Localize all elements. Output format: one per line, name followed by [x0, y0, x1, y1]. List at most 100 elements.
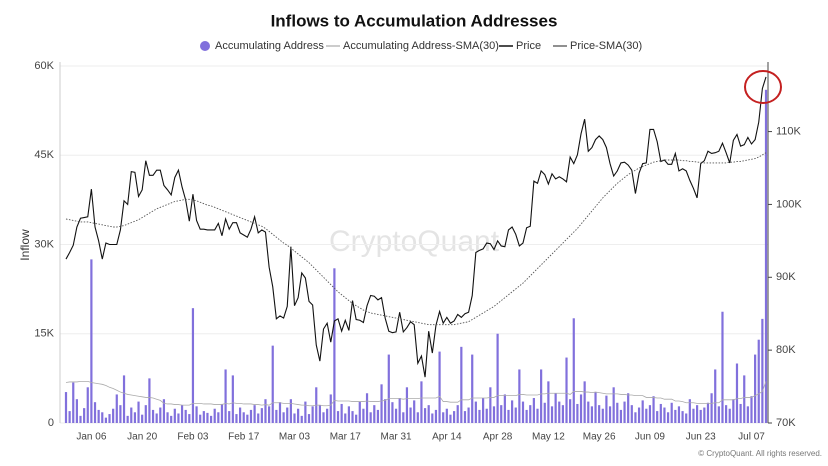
x-tick-label: Jul 07 [738, 432, 765, 443]
bar [623, 401, 626, 423]
bar [108, 414, 111, 423]
bar [112, 408, 115, 423]
bar [561, 405, 564, 423]
bar [648, 405, 652, 423]
bar [199, 414, 202, 423]
y2-tick-label: 90K [776, 271, 796, 283]
bar [242, 412, 245, 423]
y2-tick-label: 80K [776, 344, 796, 356]
legend-label: Accumulating Address-SMA(30) [343, 40, 499, 52]
bar [496, 333, 499, 423]
bar [547, 381, 550, 423]
bar [452, 411, 456, 423]
bar [405, 387, 409, 423]
bar [402, 412, 405, 423]
x-tick-label: Feb 03 [177, 432, 209, 443]
legend-label: Price [516, 40, 541, 52]
legend: Accumulating Address Accumulating Address… [200, 40, 642, 52]
bar [358, 401, 361, 423]
bar [721, 311, 724, 423]
bar [438, 351, 441, 423]
bar [293, 413, 296, 423]
grid: 0 15K 30K 45K 60K 70K 80K 90K 100K 110K Jan 06 Jan … [34, 60, 802, 443]
bar [83, 408, 86, 423]
bar [238, 407, 242, 423]
bar [521, 401, 525, 423]
bar [275, 409, 278, 423]
bar [434, 409, 438, 423]
bar [420, 381, 423, 423]
bar [202, 411, 205, 423]
bar [612, 387, 615, 423]
bar [746, 406, 749, 423]
bar [750, 396, 753, 423]
bar [151, 409, 155, 423]
bar [376, 409, 380, 423]
bar [695, 405, 699, 423]
bar [652, 396, 655, 423]
bar [757, 339, 760, 423]
bar [72, 382, 75, 423]
x-tick-label: May 12 [532, 432, 565, 443]
bar [474, 401, 477, 423]
bar [195, 406, 198, 423]
bar [717, 406, 720, 423]
bar [579, 394, 583, 423]
bar [558, 401, 561, 423]
bar [706, 402, 710, 423]
bar [594, 392, 597, 423]
x-tick-label: Jun 23 [686, 432, 716, 443]
bar [481, 398, 485, 423]
bar [184, 409, 187, 423]
bar [754, 354, 757, 423]
watermark: CryptoQuant [329, 225, 500, 258]
legend-label: Accumulating Address [215, 40, 324, 52]
bar [206, 412, 209, 423]
bar [413, 400, 416, 423]
bar [384, 399, 387, 423]
bar [681, 411, 684, 423]
bar [467, 407, 470, 423]
bar [307, 414, 311, 423]
x-tick-label: Mar 03 [279, 432, 311, 443]
bar [630, 405, 633, 423]
bar [710, 393, 713, 423]
bar [576, 403, 579, 423]
bar [126, 415, 129, 423]
bar [373, 405, 376, 423]
bar [104, 417, 107, 423]
bar [554, 393, 557, 423]
bar [601, 408, 604, 423]
bar [235, 414, 238, 423]
bar [159, 407, 162, 423]
bar [329, 394, 332, 423]
bar [423, 408, 427, 423]
bar [543, 402, 546, 423]
y-tick-label: 15K [34, 328, 54, 340]
bar [68, 411, 71, 423]
bar [257, 413, 260, 423]
x-tick-label: Jan 20 [127, 432, 157, 443]
bar [253, 405, 256, 423]
bar [297, 408, 300, 423]
bar [489, 387, 492, 423]
bar [155, 413, 158, 423]
bar [735, 363, 739, 423]
chart-title: Inflows to Accumulation Addresses [271, 11, 558, 30]
bar [674, 409, 677, 423]
bar [463, 411, 467, 423]
bar [137, 401, 140, 423]
x-tick-label: Apr 28 [483, 432, 513, 443]
bar [224, 369, 227, 423]
bar [605, 395, 608, 423]
bar [739, 403, 742, 423]
bar [427, 405, 430, 423]
bar [387, 354, 390, 423]
bar [637, 407, 641, 423]
bar [663, 407, 666, 423]
bar [391, 402, 394, 423]
bar [64, 392, 68, 423]
bar [532, 398, 535, 423]
bar [659, 403, 662, 423]
x-tick-label: Mar 31 [380, 432, 412, 443]
